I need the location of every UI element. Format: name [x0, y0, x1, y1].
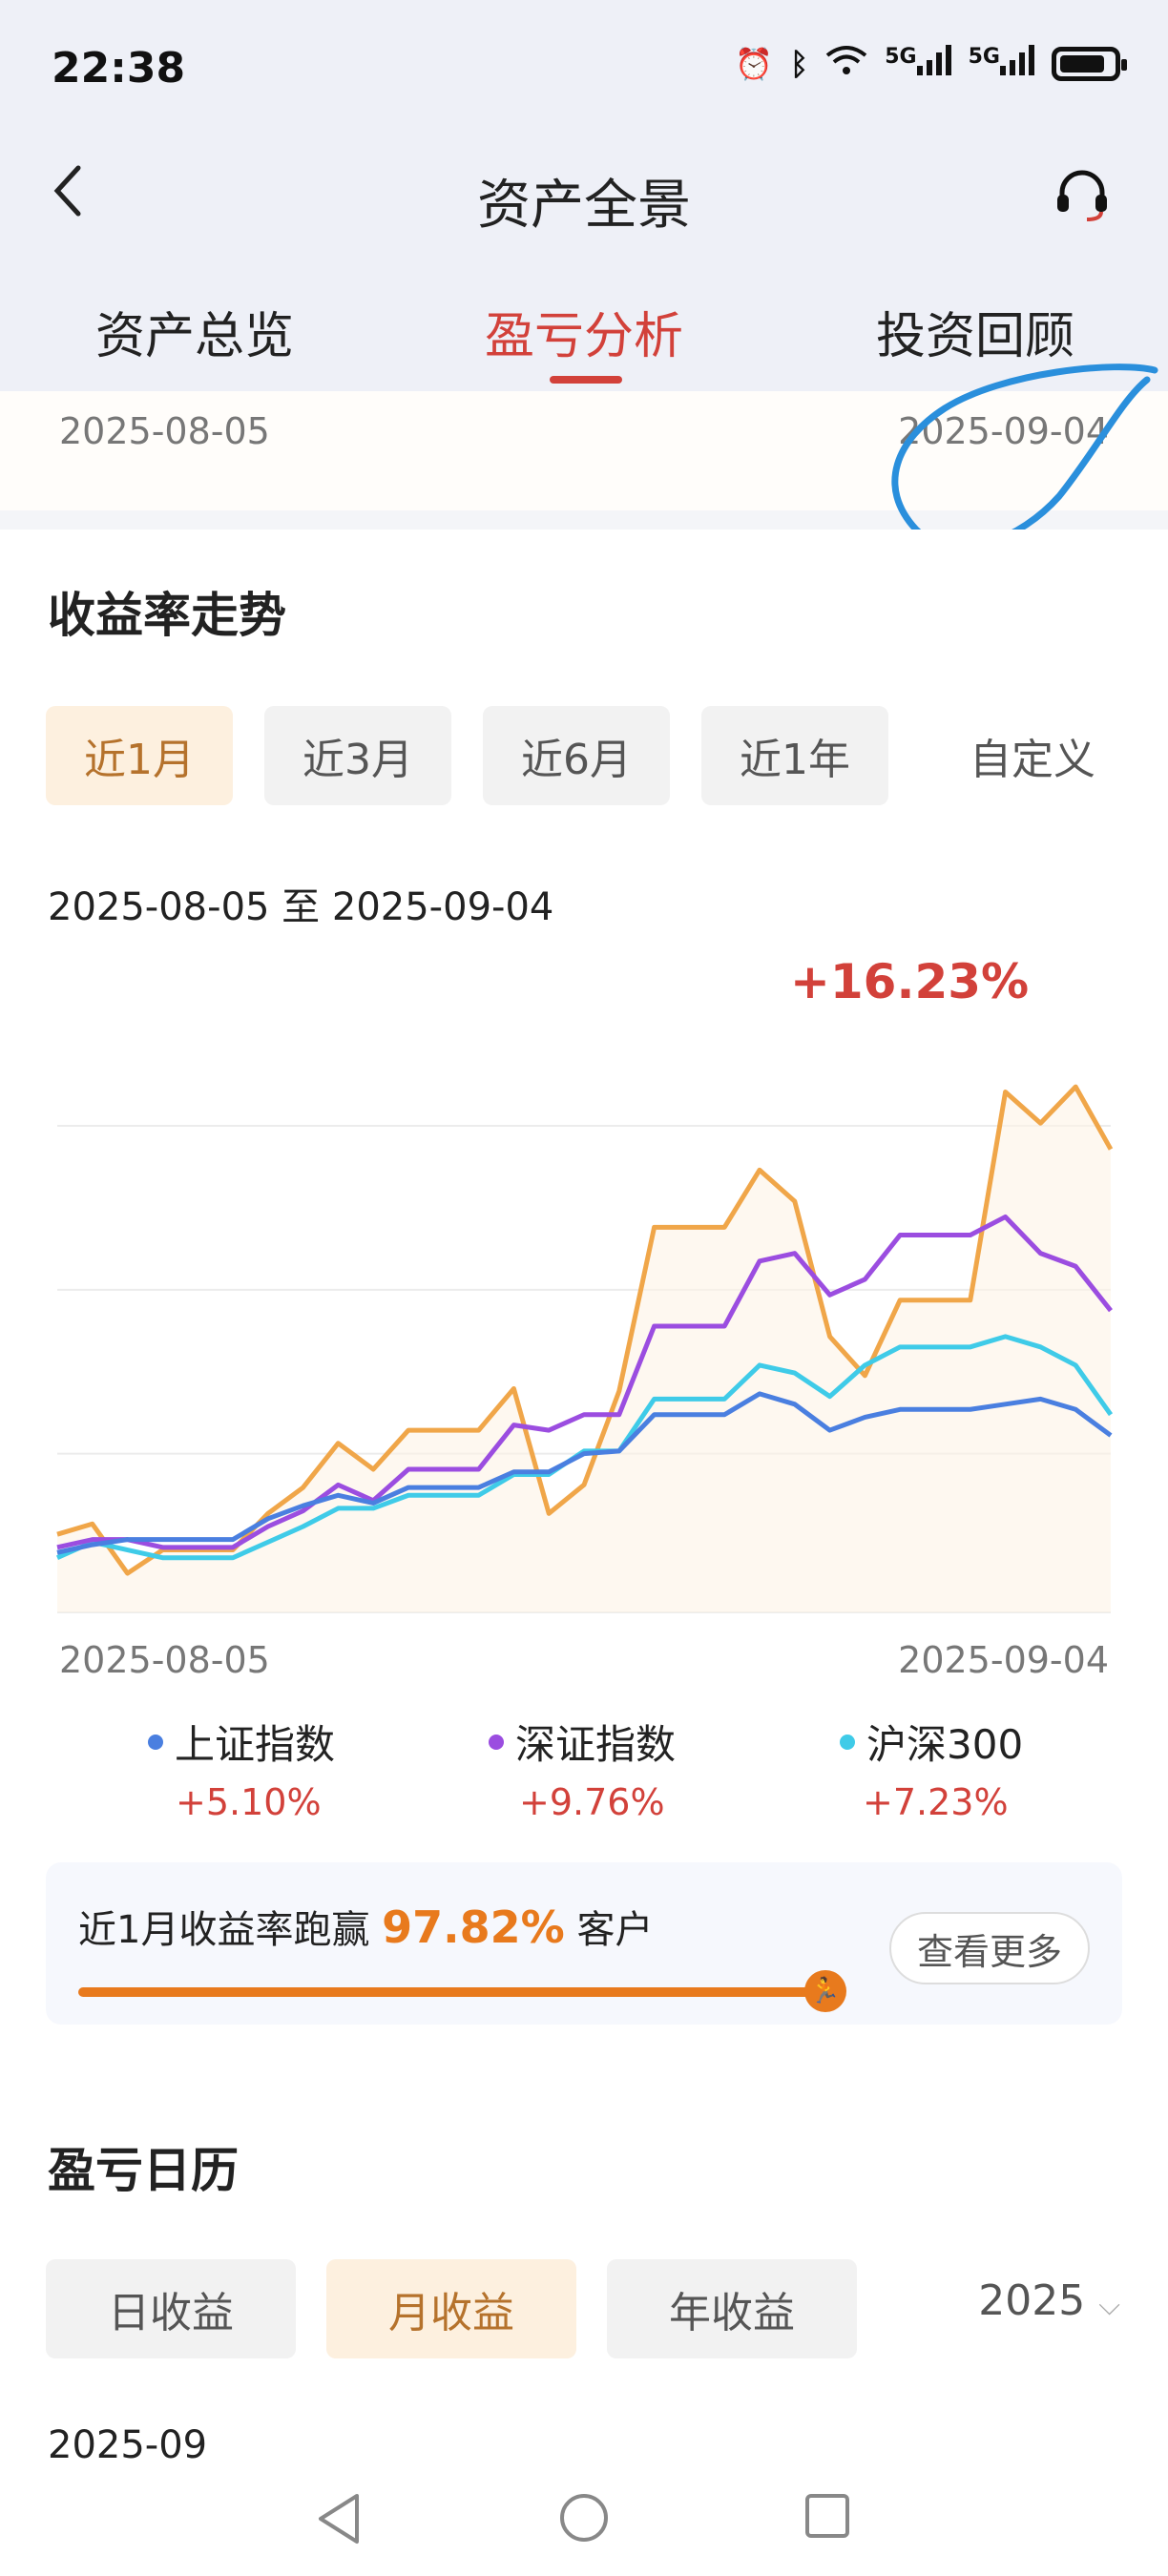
view-more-button[interactable]: 查看更多	[889, 1912, 1090, 1984]
daily-return-button[interactable]: 日收益	[46, 2259, 296, 2358]
wifi-icon	[825, 44, 867, 84]
bluetooth-icon: ᛒ	[790, 46, 809, 82]
calendar-month-label: 2025-09	[48, 2423, 208, 2467]
date-range-card: 2025-08-05 2025-09-04	[0, 391, 1168, 510]
legend-dot	[148, 1734, 163, 1750]
signal-icon-a: 5G	[885, 45, 951, 83]
monthly-return-button[interactable]: 月收益	[326, 2259, 576, 2358]
trend-section-title: 收益率走势	[48, 588, 286, 643]
chart-range-label: 2025-08-05 至 2025-09-04	[48, 885, 554, 929]
period-1y-button[interactable]: 近1年	[701, 706, 888, 805]
legend-value-shenzhen: +9.76%	[519, 1781, 665, 1823]
series-line-2	[56, 1214, 1113, 1550]
back-button[interactable]	[48, 162, 86, 230]
legend-value-csi300: +7.23%	[863, 1781, 1009, 1823]
headset-icon	[1057, 170, 1107, 221]
legend-value-shanghai: +5.10%	[176, 1781, 322, 1823]
profit-calendar-section	[0, 2044, 1168, 2462]
year-select[interactable]: 2025 ⌵	[978, 2276, 1120, 2325]
legend-dot	[489, 1734, 504, 1750]
rank-progress-bar	[78, 1987, 825, 1997]
year-select-value: 2025	[978, 2276, 1086, 2325]
series-line-0	[56, 1084, 1114, 1576]
legend-label: 上证指数	[175, 1721, 336, 1768]
status-icons: ⏰ ᛒ 5G 5G	[735, 44, 1127, 84]
nav-bar: 资产全景	[0, 134, 1168, 258]
legend-shenzhen-index: 深证指数	[489, 1713, 676, 1771]
date-range-start: 2025-08-05	[59, 410, 270, 452]
alarm-icon: ⏰	[735, 46, 774, 82]
tab-profit-analysis[interactable]: 盈亏分析	[485, 308, 684, 365]
return-trend-chart	[55, 1084, 1114, 1613]
legend-label: 沪深300	[866, 1721, 1024, 1768]
rank-percent: 97.82%	[382, 1901, 565, 1953]
signal-icon-b: 5G	[969, 45, 1034, 83]
period-3m-button[interactable]: 近3月	[264, 706, 451, 805]
rank-card: 近1月收益率跑赢 97.82% 客户 查看更多 🏃	[46, 1862, 1122, 2025]
chevron-down-icon: ⌵	[1098, 2289, 1120, 2322]
hand-drawn-circle-annotation	[891, 364, 1158, 551]
tab-investment-review[interactable]: 投资回顾	[876, 308, 1075, 365]
status-bar: 22:38 ⏰ ᛒ 5G 5G	[0, 0, 1168, 134]
legend-dot	[840, 1734, 855, 1750]
series-line-1	[55, 1334, 1114, 1561]
calendar-section-title: 盈亏日历	[48, 2143, 239, 2198]
portfolio-return-value: +16.23%	[790, 954, 1030, 1009]
period-1m-button[interactable]: 近1月	[46, 706, 233, 805]
status-time: 22:38	[52, 44, 186, 93]
x-axis-start-label: 2025-08-05	[59, 1639, 270, 1681]
customer-service-button[interactable]	[1049, 162, 1116, 229]
runner-icon: 🏃	[803, 1970, 846, 2012]
series-line-3	[56, 1391, 1113, 1555]
page-title: 资产全景	[477, 175, 691, 237]
legend-csi300: 沪深300	[840, 1713, 1023, 1771]
system-nav-bar	[0, 2462, 1168, 2576]
period-6m-button[interactable]: 近6月	[483, 706, 670, 805]
yearly-return-button[interactable]: 年收益	[607, 2259, 857, 2358]
back-triangle-icon[interactable]	[315, 2492, 363, 2545]
legend-shanghai-index: 上证指数	[148, 1713, 335, 1771]
x-axis-end-label: 2025-09-04	[898, 1639, 1109, 1681]
active-tab-indicator	[550, 376, 622, 384]
battery-level	[1060, 55, 1104, 73]
chevron-left-icon	[53, 165, 81, 217]
legend-label: 深证指数	[515, 1721, 677, 1768]
tab-bar: 资产总览 盈亏分析 投资回顾	[0, 258, 1168, 391]
rank-text-after: 客户	[576, 1908, 654, 1952]
rank-text-before: 近1月收益率跑赢	[78, 1908, 370, 1952]
portfolio-area	[57, 1087, 1111, 1612]
rank-text: 近1月收益率跑赢 97.82% 客户	[78, 1899, 653, 1954]
battery-icon	[1052, 47, 1127, 81]
recent-apps-square-icon[interactable]	[803, 2492, 851, 2540]
home-circle-icon[interactable]	[558, 2492, 610, 2544]
tab-asset-overview[interactable]: 资产总览	[95, 308, 295, 365]
period-custom-button[interactable]: 自定义	[970, 736, 1095, 784]
